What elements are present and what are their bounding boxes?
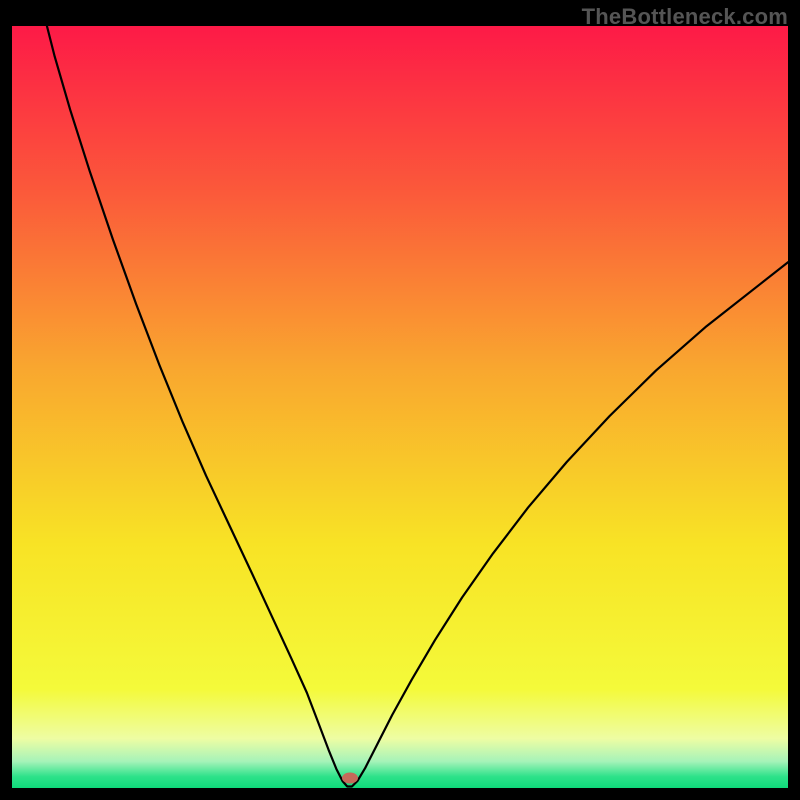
watermark-text: TheBottleneck.com [582,4,788,30]
curve-layer [12,26,788,788]
chart-frame: TheBottleneck.com [0,0,800,800]
minimum-marker [342,773,358,784]
plot-area [12,26,788,788]
gradient-background [12,26,788,788]
